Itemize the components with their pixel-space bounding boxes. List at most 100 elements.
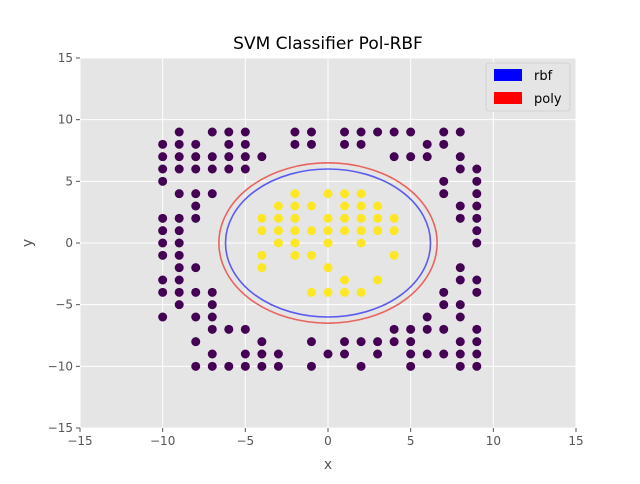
point-outer: [158, 213, 168, 223]
point-inner: [389, 213, 399, 223]
point-outer: [439, 300, 449, 310]
point-outer: [455, 127, 465, 137]
point-outer: [174, 275, 184, 285]
point-outer: [439, 349, 449, 359]
point-inner: [257, 226, 267, 236]
point-outer: [191, 152, 201, 162]
point-outer: [389, 324, 399, 334]
point-inner: [356, 201, 366, 211]
point-outer: [191, 189, 201, 199]
decision-boundaries: [218, 162, 438, 324]
point-outer: [191, 139, 201, 149]
point-outer: [323, 349, 333, 359]
point-outer: [273, 361, 283, 371]
point-outer: [174, 226, 184, 236]
point-inner: [273, 201, 283, 211]
y-tick-label: 10: [58, 113, 73, 127]
point-inner: [290, 213, 300, 223]
point-outer: [422, 139, 432, 149]
point-outer: [472, 349, 482, 359]
axis-ticks: −15 −10 −5 0 5 10 15 −15 −10 −5 0 5 10 15: [48, 51, 584, 448]
point-outer: [174, 213, 184, 223]
point-outer: [240, 164, 250, 174]
boundary-rbf: [224, 168, 432, 318]
point-inner: [356, 238, 366, 248]
point-outer: [290, 139, 300, 149]
point-outer: [455, 361, 465, 371]
point-inner: [373, 201, 383, 211]
point-outer: [472, 176, 482, 186]
point-outer: [224, 139, 234, 149]
point-outer: [191, 337, 201, 347]
point-outer: [472, 238, 482, 248]
point-outer: [207, 361, 217, 371]
point-inner: [323, 226, 333, 236]
point-outer: [455, 337, 465, 347]
point-outer: [240, 361, 250, 371]
point-outer: [472, 275, 482, 285]
point-inner: [340, 275, 350, 285]
point-inner: [356, 189, 366, 199]
point-outer: [472, 213, 482, 223]
point-outer: [290, 127, 300, 137]
point-outer: [207, 287, 217, 297]
point-outer: [174, 238, 184, 248]
point-outer: [439, 189, 449, 199]
point-inner: [306, 226, 316, 236]
point-inner: [257, 213, 267, 223]
point-outer: [472, 189, 482, 199]
point-outer: [340, 127, 350, 137]
point-outer: [455, 312, 465, 322]
point-outer: [422, 324, 432, 334]
point-outer: [158, 139, 168, 149]
point-inner: [257, 263, 267, 273]
data-points: [158, 127, 482, 371]
point-outer: [356, 127, 366, 137]
legend-label-poly: poly: [534, 92, 562, 107]
point-outer: [224, 164, 234, 174]
y-tick-label: 15: [58, 51, 73, 65]
point-outer: [406, 361, 416, 371]
point-outer: [224, 127, 234, 137]
point-inner: [340, 189, 350, 199]
point-outer: [389, 152, 399, 162]
point-inner: [257, 250, 267, 260]
point-outer: [191, 164, 201, 174]
point-outer: [406, 324, 416, 334]
point-outer: [439, 139, 449, 149]
point-outer: [422, 349, 432, 359]
point-outer: [191, 361, 201, 371]
point-inner: [340, 226, 350, 236]
point-inner: [323, 238, 333, 248]
point-outer: [257, 152, 267, 162]
point-outer: [158, 164, 168, 174]
point-outer: [224, 152, 234, 162]
point-outer: [257, 337, 267, 347]
point-outer: [257, 361, 267, 371]
point-inner: [323, 213, 333, 223]
point-outer: [306, 127, 316, 137]
point-outer: [174, 263, 184, 273]
point-outer: [207, 127, 217, 137]
point-outer: [340, 139, 350, 149]
point-outer: [439, 324, 449, 334]
point-outer: [174, 127, 184, 137]
point-outer: [273, 349, 283, 359]
point-outer: [356, 337, 366, 347]
point-outer: [207, 152, 217, 162]
point-outer: [158, 238, 168, 248]
x-tick-label: 0: [324, 434, 332, 448]
point-inner: [273, 226, 283, 236]
point-inner: [373, 226, 383, 236]
point-outer: [455, 213, 465, 223]
point-inner: [290, 250, 300, 260]
point-inner: [356, 213, 366, 223]
point-outer: [207, 349, 217, 359]
point-outer: [158, 312, 168, 322]
point-outer: [174, 164, 184, 174]
point-outer: [472, 324, 482, 334]
point-outer: [224, 324, 234, 334]
y-tick-label: 0: [65, 236, 73, 250]
